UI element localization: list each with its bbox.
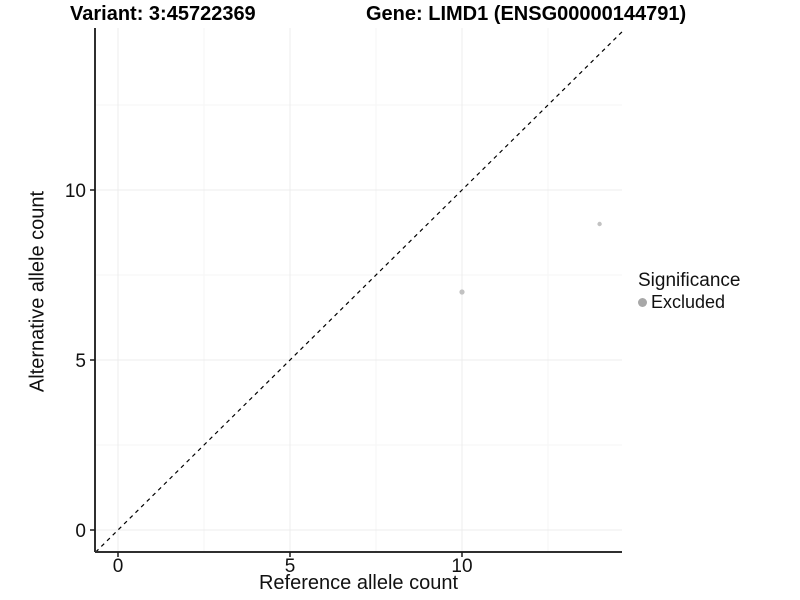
y-tick-label: 10	[65, 181, 86, 202]
x-tick-label: 5	[285, 556, 296, 577]
legend-key-dot-icon	[638, 298, 647, 307]
legend-item-label: Excluded	[651, 292, 726, 312]
x-tick-label: 0	[113, 556, 124, 577]
data-point	[597, 221, 602, 227]
legend: Significance Excluded	[638, 270, 740, 313]
data-point	[459, 289, 465, 295]
legend-title: Significance	[638, 270, 741, 291]
plot-title-variant: Variant: 3:45722369	[70, 3, 256, 25]
y-axis-title: Alternative allele count	[26, 190, 49, 393]
identity-reference-line	[95, 31, 623, 553]
plot-title-gene: Gene: LIMD1 (ENSG00000144791)	[366, 3, 687, 25]
legend-item-excluded: Excluded	[638, 292, 740, 313]
y-tick-label: 5	[75, 351, 86, 372]
y-tick-label: 0	[75, 521, 86, 542]
x-tick-label: 10	[451, 556, 472, 577]
x-axis-title: Reference allele count	[258, 572, 458, 594]
